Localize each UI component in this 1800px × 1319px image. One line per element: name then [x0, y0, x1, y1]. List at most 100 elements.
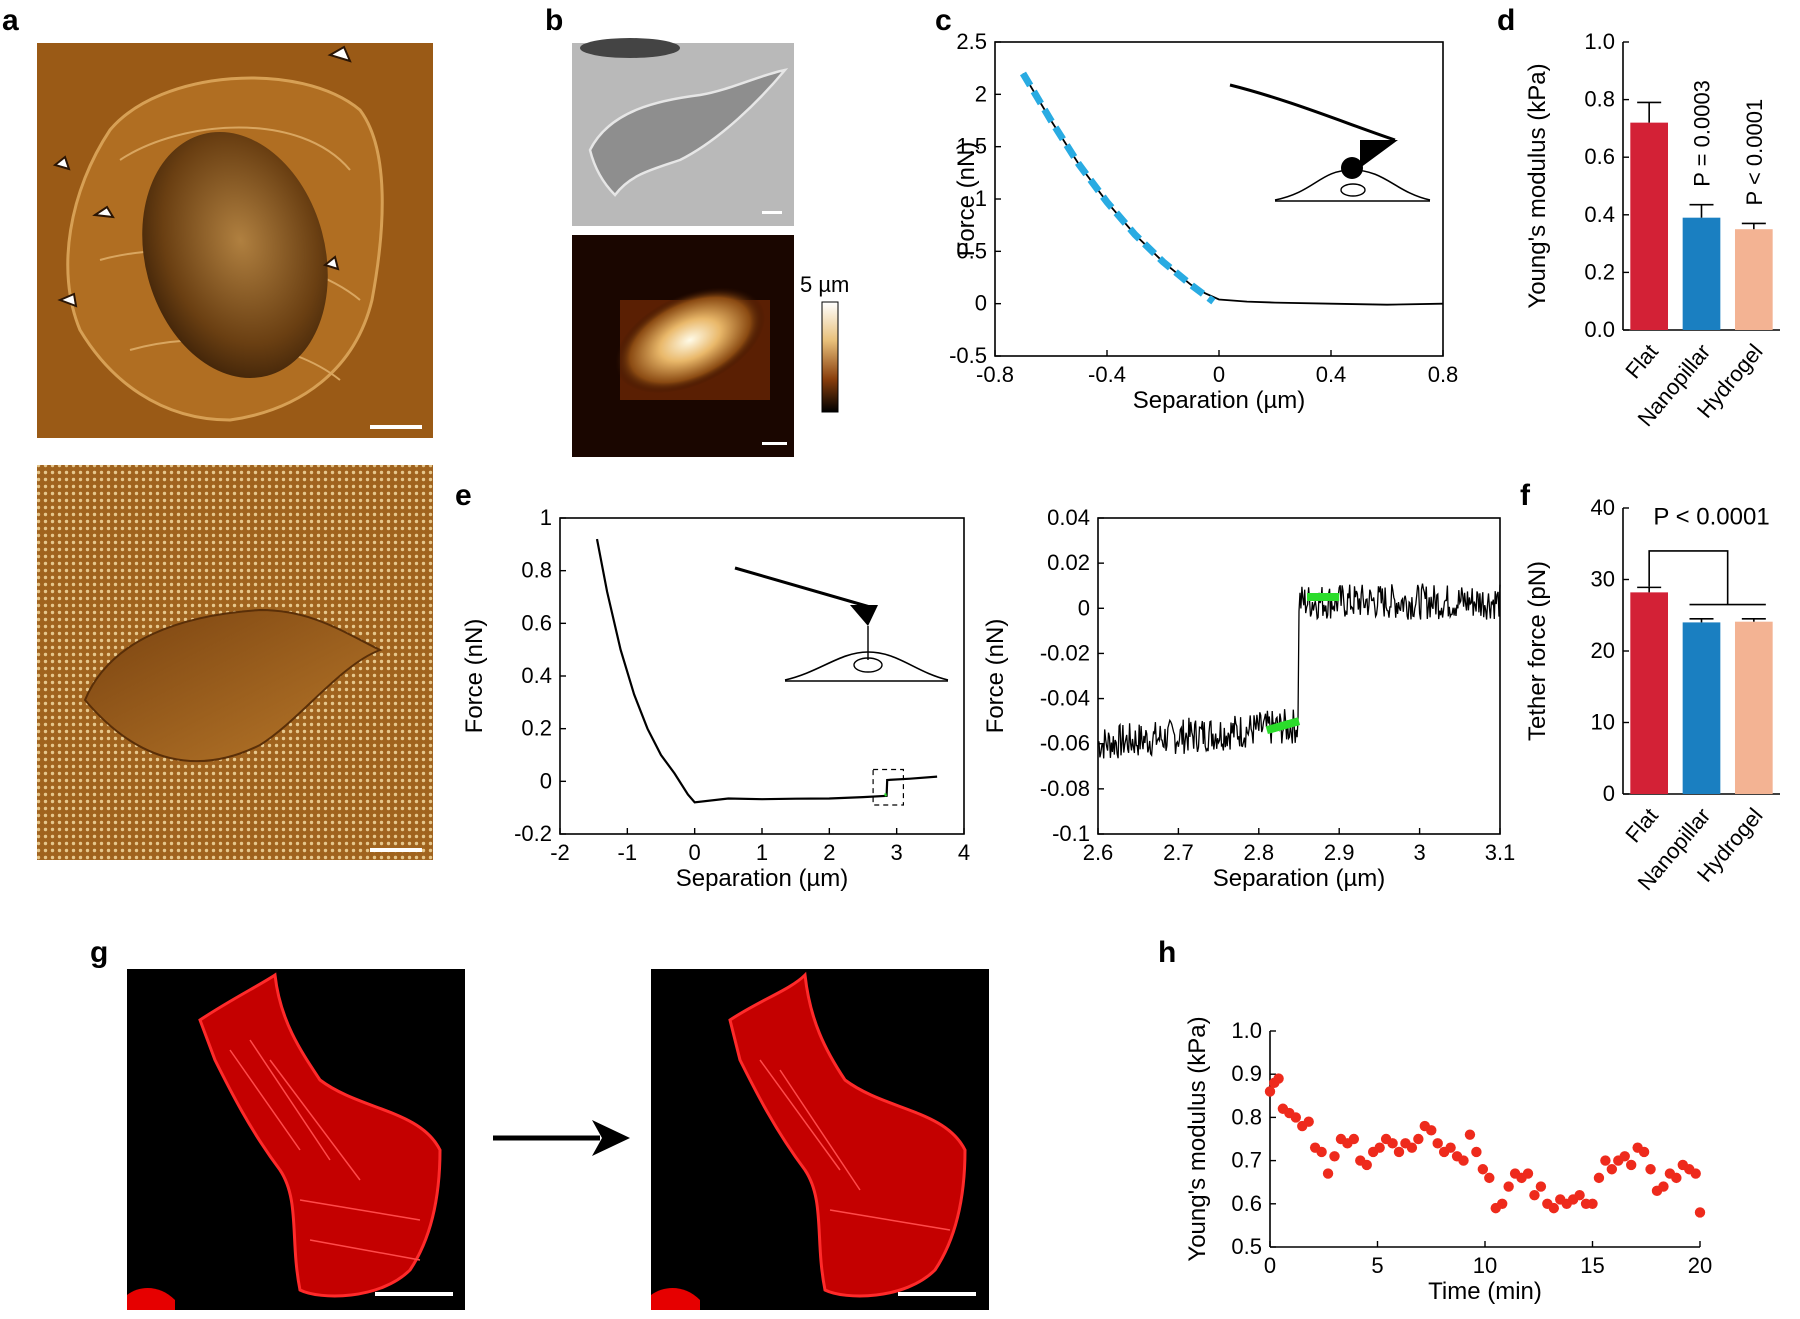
y-tick-label: 0.9 — [1231, 1061, 1262, 1086]
panel-label-c: c — [935, 4, 952, 37]
x-tick-label: -0.4 — [1088, 362, 1126, 387]
x-tick-label: -2 — [550, 840, 570, 865]
scatter-point — [1426, 1125, 1437, 1136]
fluorescence-image-before — [127, 969, 465, 1310]
afm-probe-inset-c — [1229, 83, 1431, 202]
panel-label-g: g — [90, 936, 108, 969]
scatter-point — [1548, 1202, 1560, 1214]
arrow-icon — [493, 1120, 630, 1156]
scale-bar — [370, 848, 422, 852]
panel-label-f: f — [1520, 479, 1531, 512]
significance-bracket — [1648, 550, 1729, 605]
afm-image-bottom — [37, 465, 433, 860]
x-axis-label: Separation (µm) — [1133, 387, 1306, 414]
scatter-point — [1497, 1198, 1508, 1210]
y-tick-label: -0.08 — [1040, 776, 1090, 801]
x-tick-label: 0.8 — [1428, 362, 1459, 387]
scatter-point — [1393, 1146, 1405, 1158]
afm-probe-inset-e — [734, 566, 949, 682]
y-tick-label: 0 — [1603, 781, 1615, 806]
x-tick-label: 3 — [891, 840, 903, 865]
y-tick-label: 30 — [1591, 567, 1615, 592]
x-axis-label: Time (min) — [1428, 1278, 1542, 1305]
scale-bar — [762, 442, 787, 445]
category-label: Flat — [1620, 339, 1663, 383]
y-tick-label: 0.02 — [1047, 550, 1090, 575]
y-tick-label: -0.06 — [1040, 731, 1090, 756]
p-value-annotation: P < 0.0001 — [1742, 99, 1767, 206]
x-tick-label: 0 — [1213, 362, 1225, 387]
scatter-point — [1645, 1164, 1656, 1175]
x-tick-label: 15 — [1580, 1253, 1604, 1278]
scale-bar — [375, 1292, 453, 1296]
y-tick-label: 0.6 — [1584, 144, 1615, 169]
optical-image — [572, 38, 794, 226]
chart-e2: -0.1 -0.08 -0.06 -0.04 -0.02 0 0.02 0.04 2.6 2.7 2… — [982, 505, 1515, 892]
y-tick-label: 0.2 — [1584, 259, 1615, 284]
x-axis-label: Separation (µm) — [1213, 865, 1386, 892]
x-tick-label: 4 — [958, 840, 970, 865]
scatter-point — [1619, 1151, 1630, 1162]
bar-hydrogel — [1734, 621, 1773, 794]
scatter-point — [1406, 1142, 1418, 1153]
scatter-point — [1273, 1073, 1284, 1084]
y-tick-label: -0.1 — [1052, 821, 1090, 846]
panel-label-b: b — [545, 4, 563, 37]
x-tick-label: 10 — [1473, 1253, 1497, 1278]
x-tick-label: 0 — [1264, 1253, 1276, 1278]
y-tick-label: 0 — [975, 291, 987, 316]
colorbar — [821, 301, 839, 413]
panel-label-d: d — [1497, 4, 1515, 37]
x-tick-label: 2.7 — [1163, 840, 1194, 865]
scatter-point — [1658, 1181, 1669, 1192]
scale-bar — [370, 425, 422, 429]
scatter-point — [1522, 1168, 1534, 1179]
scatter-point — [1626, 1159, 1637, 1171]
y-tick-label: 1.0 — [1584, 29, 1615, 54]
scatter-point — [1361, 1159, 1372, 1171]
scatter-point — [1593, 1172, 1605, 1184]
chart-d: 0.0 0.2 0.4 0.6 0.8 1.0 Young's modulus (kPa) F… — [1524, 29, 1780, 431]
zoom-box — [872, 768, 904, 806]
y-tick-label: 0.5 — [1231, 1234, 1262, 1259]
x-tick-label: 2.9 — [1324, 840, 1355, 865]
scale-bar — [898, 1292, 976, 1296]
y-tick-label: 2 — [975, 81, 987, 106]
y-tick-label: 0.04 — [1047, 505, 1090, 530]
series-line-retract — [595, 538, 938, 804]
x-tick-label: -0.8 — [976, 362, 1014, 387]
x-axis-label: Separation (µm) — [676, 865, 849, 892]
scatter-point — [1348, 1133, 1360, 1145]
y-tick-label: 2.5 — [956, 29, 987, 54]
x-tick-label: -1 — [618, 840, 638, 865]
y-tick-label: 1.0 — [1231, 1018, 1262, 1043]
y-tick-label: 1 — [975, 186, 987, 211]
x-tick-label: 0 — [689, 840, 701, 865]
fluorescence-image-after — [651, 969, 989, 1310]
scatter-point — [1303, 1116, 1314, 1127]
scatter-point — [1471, 1146, 1482, 1158]
y-tick-label: 0 — [540, 768, 552, 793]
p-value-annotation: P < 0.0001 — [1653, 504, 1769, 531]
scatter-point — [1529, 1189, 1540, 1201]
scatter-point — [1316, 1146, 1327, 1158]
x-tick-label: 0.4 — [1316, 362, 1347, 387]
y-tick-label: 0 — [1078, 595, 1090, 620]
x-tick-label: 2.6 — [1083, 840, 1114, 865]
y-tick-label: 0.4 — [521, 663, 552, 688]
y-tick-label: 1 — [540, 505, 552, 530]
x-tick-label: 1 — [756, 840, 768, 865]
panel-label-a: a — [2, 4, 19, 37]
y-tick-label: 0.4 — [1584, 202, 1615, 227]
scatter-point — [1458, 1155, 1469, 1166]
y-tick-label: 0.6 — [1231, 1191, 1262, 1216]
y-tick-label: 1.5 — [956, 134, 987, 159]
y-tick-label: 0.8 — [1584, 87, 1615, 112]
bar-hydrogel — [1734, 229, 1773, 330]
scatter-point — [1264, 1086, 1276, 1097]
scatter-point — [1387, 1138, 1398, 1149]
scatter-point — [1484, 1172, 1495, 1184]
scatter-point — [1638, 1146, 1650, 1158]
chart-c: -0.5 0 0.5 1 1.5 2 2.5 -0.8 -0.4 0 0.4 0.8 Separatio… — [949, 29, 1458, 414]
